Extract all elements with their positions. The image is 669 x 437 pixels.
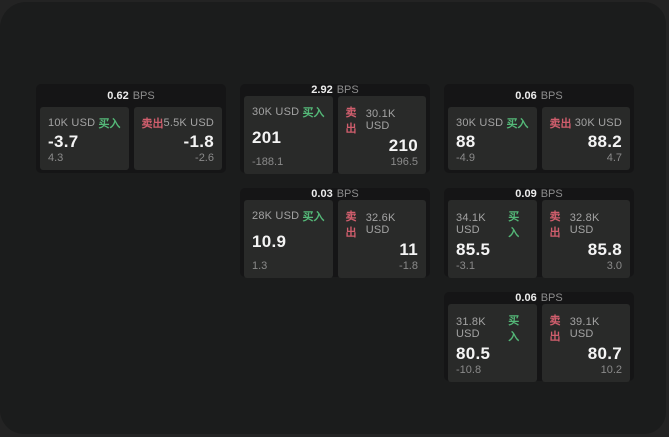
bps-value: 0.06 <box>515 292 537 304</box>
card-header: 0.09 BPS <box>448 188 630 200</box>
buy-change: 4.3 <box>48 152 64 164</box>
sell-panel[interactable]: 卖出 30.1K USD 210 196.5 <box>337 96 426 174</box>
sell-change: 196.5 <box>390 156 418 168</box>
card-header: 0.06 BPS <box>448 84 630 107</box>
buy-price: 85.5 <box>456 240 491 259</box>
buy-panel[interactable]: 10K USD 买入 -3.7 4.3 <box>40 107 129 170</box>
bps-value: 2.92 <box>311 84 333 96</box>
buy-panel[interactable]: 28K USD 买入 10.9 1.3 <box>244 200 333 278</box>
buy-button[interactable]: 买入 <box>302 211 325 223</box>
card-body: 10K USD 买入 -3.7 4.3 卖出 5.5K USD -1.8 -2.… <box>40 107 222 170</box>
card-body: 28K USD 买入 10.9 1.3 卖出 32.6K USD 11 -1.8 <box>244 200 426 278</box>
bps-value: 0.62 <box>107 89 129 102</box>
sell-change: 3.0 <box>606 260 622 272</box>
sell-button[interactable]: 卖出 <box>345 107 357 135</box>
buy-button[interactable]: 买入 <box>302 107 325 119</box>
buy-change: -188.1 <box>252 156 284 168</box>
card-header: 0.03 BPS <box>244 188 426 200</box>
quote-card: 0.03 BPS 28K USD 买入 10.9 1.3 卖出 32.6K US… <box>240 188 430 278</box>
buy-panel[interactable]: 30K USD 买入 88 -4.9 <box>448 107 537 170</box>
buy-notional: 30K USD <box>252 106 300 118</box>
sell-price: 85.8 <box>587 240 622 259</box>
buy-price: -3.7 <box>48 131 79 151</box>
card-body: 34.1K USD 买入 85.5 -3.1 卖出 32.8K USD 85.8… <box>448 200 630 278</box>
buy-panel[interactable]: 30K USD 买入 201 -188.1 <box>244 96 333 174</box>
card-header: 2.92 BPS <box>244 84 426 96</box>
bps-unit: BPS <box>540 89 563 102</box>
bps-value: 0.06 <box>515 89 537 102</box>
sell-button[interactable]: 卖出 <box>549 118 572 130</box>
bps-unit: BPS <box>540 292 563 304</box>
sell-button[interactable]: 卖出 <box>141 118 164 130</box>
sell-panel[interactable]: 卖出 32.8K USD 85.8 3.0 <box>541 200 630 278</box>
buy-change: -4.9 <box>456 152 475 164</box>
bps-unit: BPS <box>336 188 359 200</box>
buy-price: 80.5 <box>456 344 491 363</box>
buy-change: -10.8 <box>456 364 482 376</box>
sell-price: 11 <box>399 240 418 259</box>
sell-price: -1.8 <box>183 131 214 151</box>
card-body: 30K USD 买入 88 -4.9 卖出 30K USD 88.2 4.7 <box>448 107 630 170</box>
sell-notional: 39.1K USD <box>569 316 600 340</box>
buy-button[interactable]: 买入 <box>506 118 529 130</box>
sell-change: -2.6 <box>195 152 214 164</box>
card-header: 0.06 BPS <box>448 292 630 304</box>
card-header: 0.62 BPS <box>40 84 222 107</box>
sell-notional: 32.8K USD <box>569 212 600 236</box>
buy-change: 1.3 <box>252 260 268 272</box>
sell-panel[interactable]: 卖出 32.6K USD 11 -1.8 <box>337 200 426 278</box>
buy-change: -3.1 <box>456 260 475 272</box>
quote-card: 0.06 BPS 30K USD 买入 88 -4.9 卖出 30K USD 8… <box>444 84 634 173</box>
sell-notional: 32.6K USD <box>365 212 396 236</box>
buy-notional: 31.8K USD <box>456 316 486 340</box>
quote-card: 0.06 BPS 31.8K USD 买入 80.5 -10.8 卖出 39.1… <box>444 292 634 382</box>
sell-change: -1.8 <box>399 260 418 272</box>
sell-change: 10.2 <box>600 364 622 376</box>
buy-price: 10.9 <box>252 232 287 251</box>
sell-price: 210 <box>388 136 418 155</box>
bps-unit: BPS <box>132 89 155 102</box>
sell-notional: 5.5K USD <box>163 117 215 129</box>
sell-price: 88.2 <box>587 131 622 151</box>
buy-panel[interactable]: 31.8K USD 买入 80.5 -10.8 <box>448 304 537 382</box>
card-body: 31.8K USD 买入 80.5 -10.8 卖出 39.1K USD 80.… <box>448 304 630 382</box>
bps-value: 0.09 <box>515 188 537 200</box>
sell-change: 4.7 <box>606 152 622 164</box>
sell-panel[interactable]: 卖出 30K USD 88.2 4.7 <box>541 107 630 170</box>
sell-button[interactable]: 卖出 <box>345 211 357 239</box>
quote-card: 0.62 BPS 10K USD 买入 -3.7 4.3 卖出 5.5K USD… <box>36 84 226 173</box>
buy-notional: 34.1K USD <box>456 212 486 236</box>
card-body: 30K USD 买入 201 -188.1 卖出 30.1K USD 210 1… <box>244 96 426 174</box>
sell-button[interactable]: 卖出 <box>549 315 561 343</box>
sell-panel[interactable]: 卖出 5.5K USD -1.8 -2.6 <box>133 107 222 170</box>
sell-button[interactable]: 卖出 <box>549 211 561 239</box>
bps-unit: BPS <box>540 188 563 200</box>
buy-notional: 28K USD <box>252 210 300 222</box>
bps-value: 0.03 <box>311 188 333 200</box>
quote-card-grid: 0.62 BPS 10K USD 买入 -3.7 4.3 卖出 5.5K USD… <box>36 84 634 382</box>
buy-panel[interactable]: 34.1K USD 买入 85.5 -3.1 <box>448 200 537 278</box>
buy-price: 201 <box>252 128 282 147</box>
sell-notional: 30K USD <box>574 117 622 129</box>
sell-panel[interactable]: 卖出 39.1K USD 80.7 10.2 <box>541 304 630 382</box>
bps-unit: BPS <box>336 84 359 96</box>
buy-button[interactable]: 买入 <box>508 315 520 343</box>
buy-button[interactable]: 买入 <box>98 118 121 130</box>
quote-card: 0.09 BPS 34.1K USD 买入 85.5 -3.1 卖出 32.8K… <box>444 188 634 278</box>
buy-notional: 30K USD <box>456 117 504 129</box>
buy-price: 88 <box>456 131 476 151</box>
buy-notional: 10K USD <box>48 117 96 129</box>
sell-notional: 30.1K USD <box>365 108 396 132</box>
buy-button[interactable]: 买入 <box>508 211 520 239</box>
quote-card: 2.92 BPS 30K USD 买入 201 -188.1 卖出 30.1K … <box>240 84 430 174</box>
sell-price: 80.7 <box>587 344 622 363</box>
